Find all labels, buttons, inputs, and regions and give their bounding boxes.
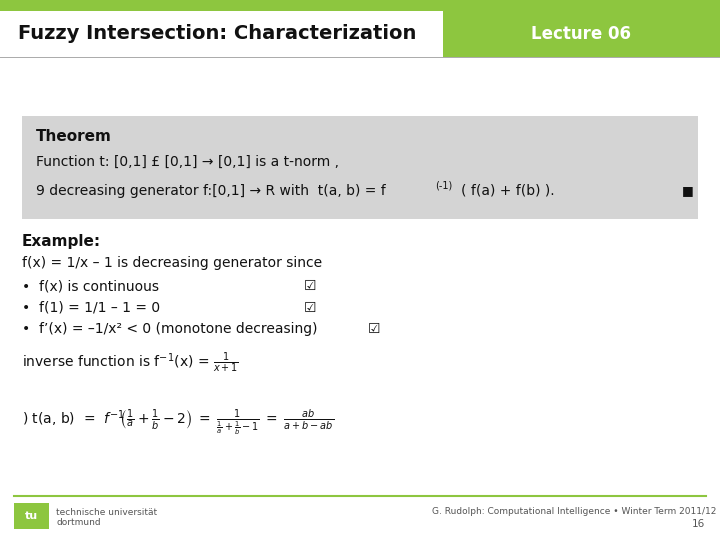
Text: 9 decreasing generator f:[0,1] → R with  t(a, b) = f: 9 decreasing generator f:[0,1] → R with … [36, 184, 386, 198]
FancyBboxPatch shape [22, 116, 698, 219]
Text: ( f(a) + f(b) ).: ( f(a) + f(b) ). [461, 184, 554, 198]
Text: Function t: [0,1] £ [0,1] → [0,1] is a t-norm ,: Function t: [0,1] £ [0,1] → [0,1] is a t… [36, 155, 339, 169]
Text: dortmund: dortmund [56, 518, 101, 527]
Text: ☑: ☑ [303, 279, 316, 293]
Text: tu: tu [25, 511, 38, 521]
Text: ☑: ☑ [303, 301, 316, 315]
FancyBboxPatch shape [0, 11, 720, 57]
FancyBboxPatch shape [14, 503, 49, 529]
Text: •  f(x) is continuous: • f(x) is continuous [22, 279, 158, 293]
Text: inverse function is f$^{-1}$(x) = $\frac{1}{x+1}$: inverse function is f$^{-1}$(x) = $\frac… [22, 350, 238, 375]
Text: G. Rudolph: Computational Intelligence • Winter Term 2011/12: G. Rudolph: Computational Intelligence •… [432, 508, 716, 516]
Text: ) t(a, b)  =  $f^{-1}\!\!\left(\frac{1}{a}+\frac{1}{b}-2\right)$$\;=\;\frac{1}{\: ) t(a, b) = $f^{-1}\!\!\left(\frac{1}{a}… [22, 407, 333, 437]
Text: Fuzzy Intersection: Characterization: Fuzzy Intersection: Characterization [18, 24, 416, 43]
Text: ■: ■ [682, 184, 693, 197]
FancyBboxPatch shape [443, 11, 720, 57]
Text: (-1): (-1) [436, 180, 453, 190]
Text: 16: 16 [692, 519, 705, 529]
Text: Theorem: Theorem [36, 129, 112, 144]
Text: •  f(1) = 1/1 – 1 = 0: • f(1) = 1/1 – 1 = 0 [22, 301, 160, 315]
Text: f(x) = 1/x – 1 is decreasing generator since: f(x) = 1/x – 1 is decreasing generator s… [22, 256, 322, 270]
Text: Lecture 06: Lecture 06 [531, 25, 631, 43]
Text: •  f’(x) = –1/x² < 0 (monotone decreasing): • f’(x) = –1/x² < 0 (monotone decreasing… [22, 322, 317, 336]
FancyBboxPatch shape [0, 0, 720, 14]
Text: technische universität: technische universität [56, 508, 157, 517]
Text: ☑: ☑ [368, 322, 381, 336]
Text: Example:: Example: [22, 234, 101, 249]
